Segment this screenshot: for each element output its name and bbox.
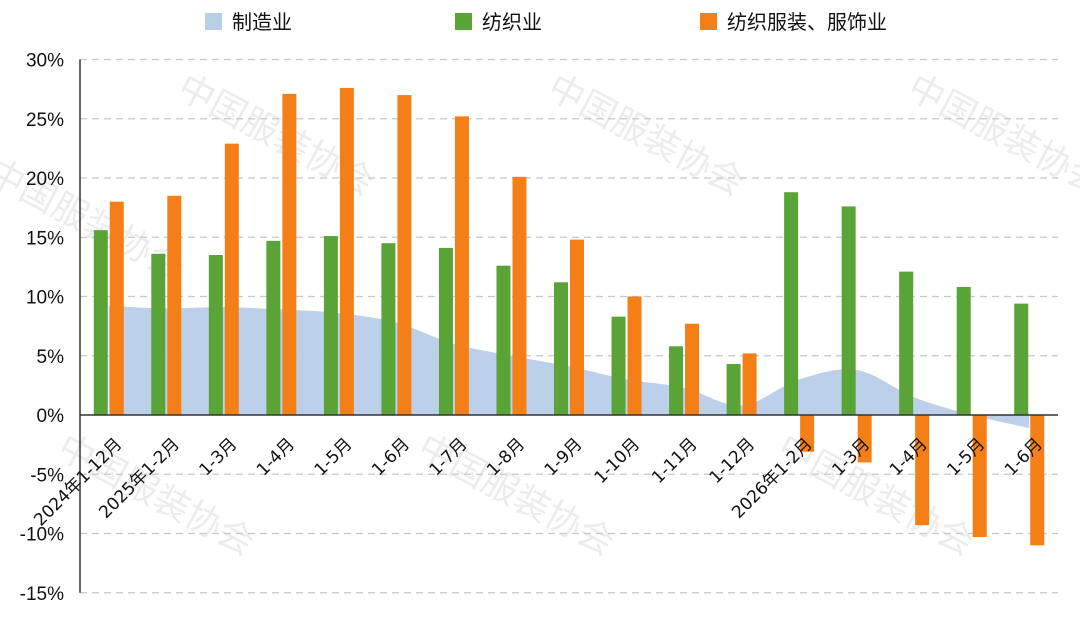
bars xyxy=(93,87,1045,546)
y-tick-label: -5% xyxy=(30,465,64,486)
legend-label: 纺织服装、服饰业 xyxy=(727,10,887,34)
bar-textile xyxy=(554,282,568,415)
y-tick-label: 25% xyxy=(26,110,64,131)
bar-textile xyxy=(784,192,799,415)
y-tick-label: -15% xyxy=(20,584,64,605)
bar-apparel xyxy=(224,143,239,415)
bar-textile xyxy=(381,243,396,415)
legend-swatch xyxy=(455,13,472,30)
x-tick-label: 1-12月 xyxy=(706,434,759,487)
bar-apparel xyxy=(857,415,872,463)
y-tick-label: -10% xyxy=(20,525,64,546)
bar-textile xyxy=(496,265,511,415)
bar-apparel xyxy=(512,176,527,415)
bar-apparel xyxy=(685,323,700,415)
y-tick-label: 20% xyxy=(26,169,64,190)
bar-textile xyxy=(669,346,684,415)
area-manufacturing xyxy=(108,305,1030,429)
bar-textile xyxy=(323,236,338,415)
bar-textile xyxy=(726,364,741,415)
watermark-text: 中国服装协会 xyxy=(901,67,1080,205)
y-tick-labels: 30% 25% 20% 15% 10% 5% 0% -5% -10% -15% xyxy=(20,51,64,605)
bar-apparel xyxy=(627,296,642,415)
x-tick-label: 1-11月 xyxy=(648,434,701,487)
legend-label: 制造业 xyxy=(232,10,292,34)
bar-textile xyxy=(208,255,223,415)
bar-textile xyxy=(611,316,626,415)
bar-apparel xyxy=(167,195,182,415)
legend-swatch xyxy=(205,13,222,30)
y-tick-label: 10% xyxy=(26,288,64,309)
y-tick-label: 0% xyxy=(37,406,65,427)
bar-textile xyxy=(899,271,914,415)
bar-apparel xyxy=(1030,415,1045,546)
bar-apparel xyxy=(282,93,297,416)
bar-textile xyxy=(266,240,281,415)
y-tick-label: 5% xyxy=(37,347,65,368)
legend-swatch xyxy=(700,13,717,30)
bar-apparel xyxy=(972,415,987,538)
watermark-text: 中国服装协会 xyxy=(541,67,751,205)
y-tick-label: 30% xyxy=(26,51,64,72)
bar-textile xyxy=(956,287,971,415)
x-tick-label: 1-10月 xyxy=(591,434,644,487)
bar-apparel xyxy=(800,415,815,452)
x-tick-label: 1-4月 xyxy=(253,434,299,480)
x-tick-label: 1-3月 xyxy=(196,434,242,480)
bar-textile xyxy=(1014,303,1029,415)
bar-textile xyxy=(151,253,166,415)
axes xyxy=(79,59,1058,593)
bar-textile xyxy=(438,247,453,415)
legend: 制造业 纺织业 纺织服装、服饰业 xyxy=(205,10,887,34)
bar-apparel xyxy=(397,95,412,416)
bar-textile xyxy=(841,206,856,415)
manufacturing-area xyxy=(108,305,1030,429)
bar-apparel xyxy=(109,201,124,415)
x-tick-label: 1-5月 xyxy=(311,434,357,480)
bar-apparel xyxy=(454,116,469,415)
bar-apparel xyxy=(915,415,930,526)
legend-label: 纺织业 xyxy=(482,10,542,34)
bar-apparel xyxy=(339,87,354,415)
y-tick-label: 15% xyxy=(26,228,64,249)
bar-textile xyxy=(93,230,108,415)
bar-apparel xyxy=(742,353,757,415)
x-tick-label: 1-6月 xyxy=(368,434,414,480)
bar-apparel xyxy=(570,239,584,415)
x-tick-label: 1-9月 xyxy=(541,434,587,480)
